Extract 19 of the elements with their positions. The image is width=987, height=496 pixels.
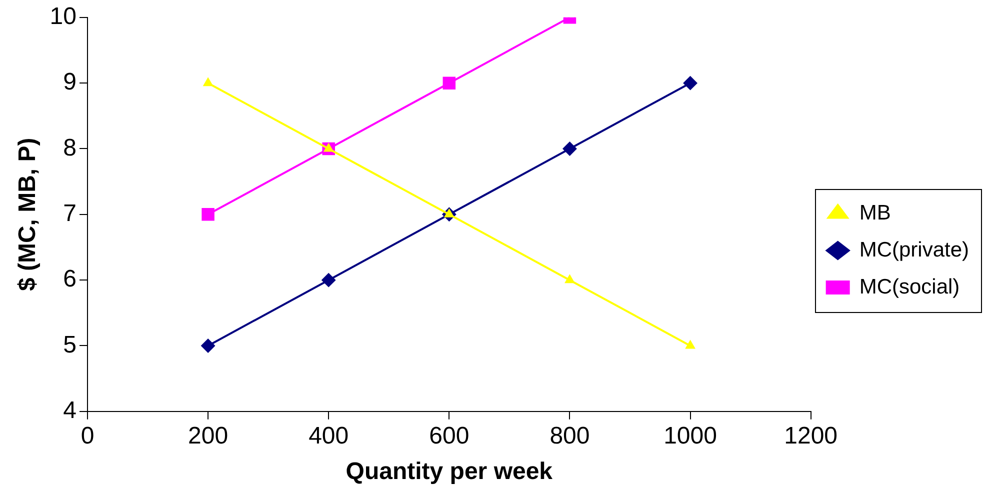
x-tick-label: 800 xyxy=(550,422,590,450)
x-axis-title: Quantity per week xyxy=(346,458,554,486)
legend-label: MC(private) xyxy=(859,238,970,262)
x-tick-label: 200 xyxy=(188,422,228,450)
y-tick-label: 10 xyxy=(50,3,76,30)
y-tick-label: 5 xyxy=(63,331,76,358)
y-axis-title: $ (MC, MB, P) xyxy=(14,138,42,292)
y-tick-label: 7 xyxy=(63,200,76,228)
x-tick-label: 1200 xyxy=(784,422,838,450)
y-tick-label: 4 xyxy=(63,397,76,424)
legend-label: MB xyxy=(859,201,891,224)
y-tick-label: 9 xyxy=(63,68,76,96)
y-tick-label: 6 xyxy=(63,266,76,293)
x-tick-label: 1000 xyxy=(664,422,717,450)
y-tick-label: 8 xyxy=(63,134,76,162)
legend-label: MC(social) xyxy=(859,275,960,298)
x-tick-label: 600 xyxy=(429,422,470,450)
x-tick-label: 0 xyxy=(80,422,94,450)
x-tick-label: 400 xyxy=(308,422,349,450)
